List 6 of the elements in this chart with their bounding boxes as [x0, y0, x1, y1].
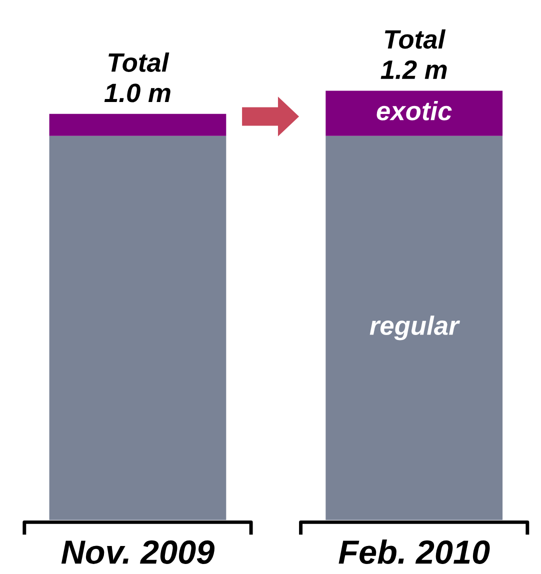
series-label: regular — [370, 316, 460, 340]
total-label: Total 1.0 m — [104, 52, 170, 102]
total-label: Total 1.2 m — [380, 29, 447, 79]
series-label: exotic — [376, 100, 452, 120]
x-tick-label: Feb. 2010 — [338, 539, 490, 564]
x-tick-label: Nov. 2009 — [61, 540, 214, 564]
